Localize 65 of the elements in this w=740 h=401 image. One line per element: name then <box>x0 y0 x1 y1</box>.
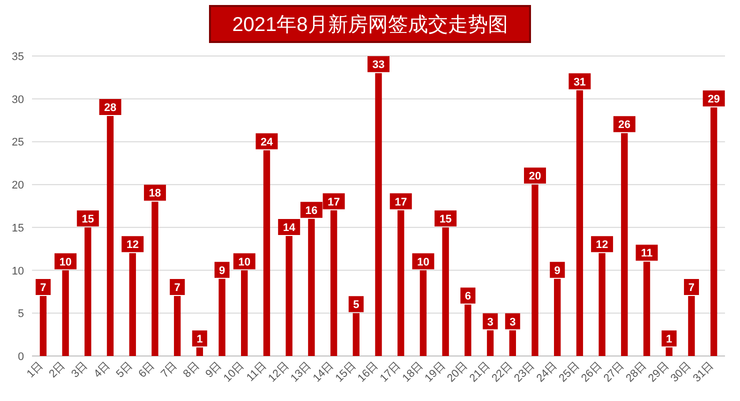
data-label: 3 <box>487 316 494 328</box>
x-tick-label: 23日 <box>512 360 538 385</box>
data-label: 11 <box>640 248 653 260</box>
x-tick-label: 17日 <box>378 360 403 385</box>
y-tick-label: 15 <box>12 222 24 234</box>
data-label: 17 <box>328 196 340 208</box>
data-label: 10 <box>417 256 430 268</box>
y-tick-label: 25 <box>12 136 24 149</box>
y-tick-label: 10 <box>12 265 24 278</box>
x-tick-label: 8日 <box>181 360 202 380</box>
data-label: 26 <box>618 119 631 132</box>
data-label: 31 <box>574 76 586 88</box>
data-label: 20 <box>528 170 542 183</box>
data-label: 17 <box>394 196 407 208</box>
data-label: 7 <box>174 282 180 294</box>
data-label: 29 <box>708 93 720 106</box>
x-tick-label: 24日 <box>534 360 560 385</box>
data-label: 33 <box>372 59 385 72</box>
data-label: 14 <box>282 222 296 234</box>
data-label: 7 <box>688 282 695 294</box>
data-label: 28 <box>104 102 116 114</box>
x-tick-label: 11日 <box>244 360 269 384</box>
x-tick-label: 9日 <box>204 360 224 380</box>
data-label: 15 <box>82 213 94 226</box>
x-tick-label: 7日 <box>158 360 180 380</box>
data-label: 5 <box>353 299 360 312</box>
y-tick-label: 35 <box>12 51 24 63</box>
data-label: 3 <box>510 316 516 328</box>
x-tick-label: 18日 <box>400 360 426 385</box>
x-tick-label: 3日 <box>69 360 90 380</box>
x-tick-label: 16日 <box>356 360 381 385</box>
x-tick-label: 19日 <box>422 360 448 385</box>
y-tick-label: 5 <box>18 308 24 320</box>
x-tick-label: 1日 <box>24 360 46 380</box>
x-tick-label: 31日 <box>691 360 716 385</box>
data-label: 1 <box>666 333 672 346</box>
x-tick-label: 29日 <box>646 360 672 385</box>
x-tick-label: 2日 <box>47 360 68 380</box>
data-label: 16 <box>305 204 318 217</box>
x-tick-label: 25日 <box>556 360 582 385</box>
chart-title: 2021年8月新房网签成交走势图 <box>232 14 508 36</box>
x-tick-label: 15日 <box>333 360 358 385</box>
x-tick-label: 22日 <box>490 360 515 385</box>
data-label: 9 <box>554 264 560 277</box>
x-tick-label: 4日 <box>92 360 112 380</box>
data-label: 6 <box>464 290 471 303</box>
x-tick-label: 30日 <box>668 360 694 385</box>
x-tick-label: 10日 <box>222 360 246 385</box>
x-tick-label: 12日 <box>266 360 292 385</box>
data-label: 12 <box>126 239 139 252</box>
data-label: 15 <box>439 213 452 226</box>
x-tick-label: 5日 <box>114 360 135 380</box>
y-tick-label: 0 <box>18 351 24 363</box>
data-label: 10 <box>238 256 250 268</box>
data-label: 12 <box>596 239 608 252</box>
data-label: 24 <box>260 136 274 148</box>
y-tick-label: 30 <box>12 94 24 106</box>
x-tick-label: 6日 <box>136 360 158 380</box>
data-label: 7 <box>40 282 46 294</box>
data-label: 18 <box>148 188 162 200</box>
data-label: 10 <box>59 256 72 268</box>
data-label: 9 <box>218 264 226 277</box>
x-tick-label: 26日 <box>579 360 604 385</box>
data-label: 1 <box>196 333 203 346</box>
y-tick-label: 20 <box>12 180 24 192</box>
